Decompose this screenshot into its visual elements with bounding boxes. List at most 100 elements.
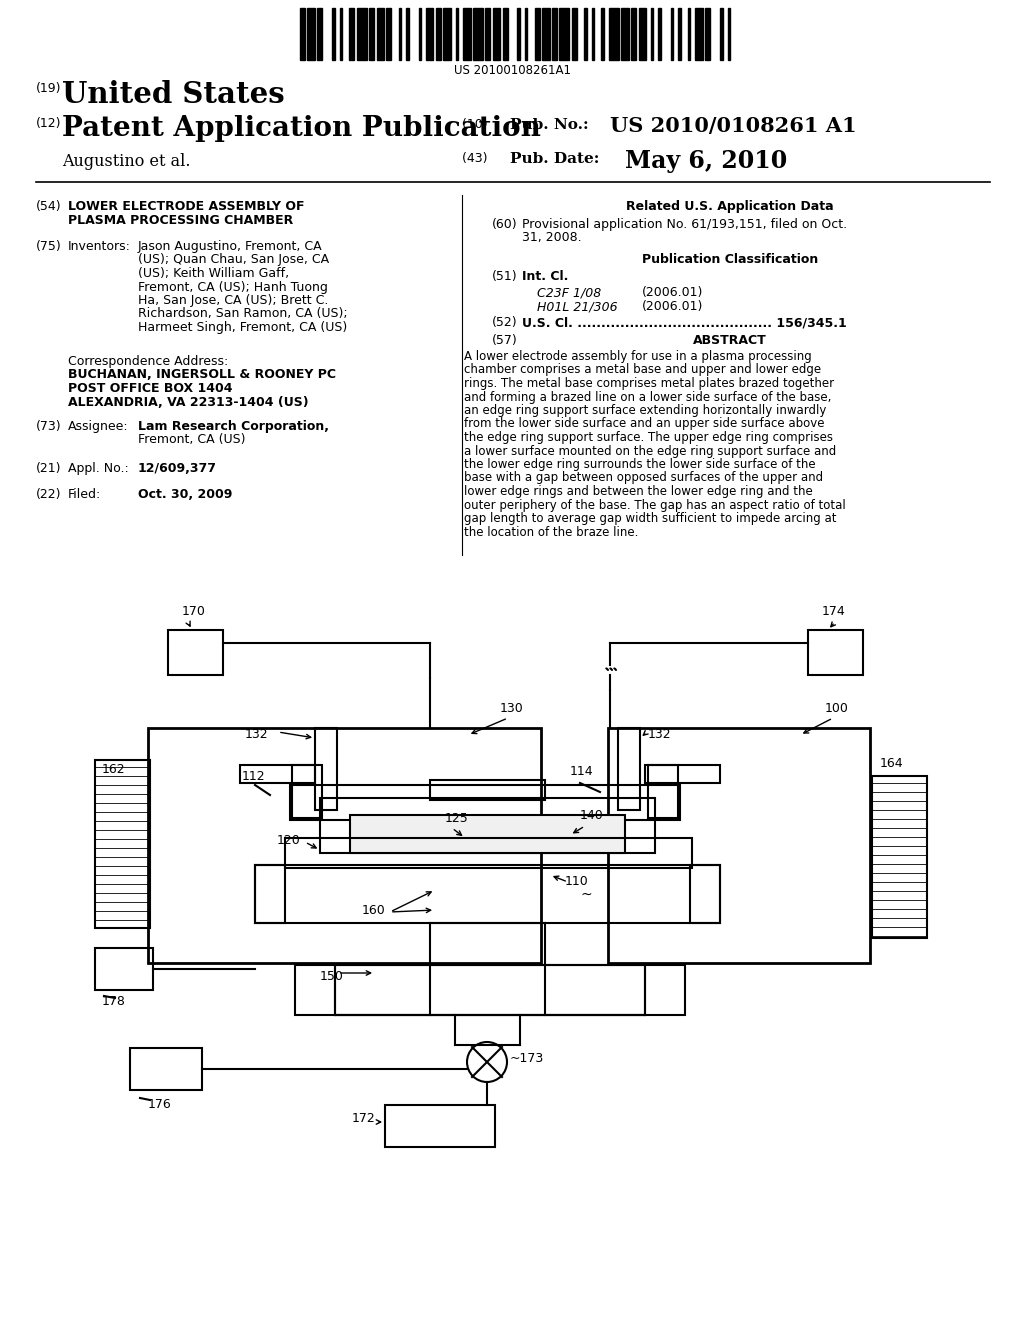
Bar	[130, 1048, 202, 1090]
Bar	[493, 8, 500, 59]
Bar	[436, 8, 441, 59]
Bar	[335, 965, 645, 1015]
Text: Augustino et al.: Augustino et al.	[62, 153, 190, 170]
Bar	[608, 729, 870, 964]
Text: Fremont, CA (US): Fremont, CA (US)	[138, 433, 246, 446]
Bar	[443, 8, 451, 59]
Bar	[292, 766, 322, 818]
Bar	[525, 8, 527, 59]
Bar	[808, 630, 863, 675]
Bar	[419, 8, 421, 59]
Bar	[688, 8, 690, 59]
Bar	[645, 766, 720, 783]
Text: 125: 125	[445, 812, 469, 825]
Bar	[426, 8, 433, 59]
Text: 12/609,377: 12/609,377	[138, 462, 217, 475]
Bar	[349, 8, 354, 59]
Text: 164: 164	[880, 756, 903, 770]
Bar	[95, 760, 150, 928]
Bar	[542, 8, 550, 59]
Text: (19): (19)	[36, 82, 61, 95]
Bar	[356, 8, 367, 59]
Text: Provisional application No. 61/193,151, filed on Oct.: Provisional application No. 61/193,151, …	[522, 218, 847, 231]
Bar	[690, 865, 720, 923]
Text: (54): (54)	[36, 201, 61, 213]
Bar	[648, 766, 678, 818]
Bar	[503, 8, 508, 59]
Bar	[168, 630, 223, 675]
Bar	[456, 8, 458, 59]
Text: 176: 176	[148, 1098, 172, 1111]
Bar	[618, 729, 640, 810]
Bar	[559, 8, 569, 59]
Text: (52): (52)	[492, 315, 517, 329]
Text: U.S. Cl. ......................................... 156/345.1: U.S. Cl. ...............................…	[522, 315, 847, 329]
Text: (2006.01): (2006.01)	[642, 300, 703, 313]
Text: 120: 120	[276, 833, 300, 846]
Bar	[463, 8, 470, 59]
Text: ~: ~	[580, 888, 592, 902]
Text: US 2010/0108261 A1: US 2010/0108261 A1	[610, 116, 857, 136]
Text: (12): (12)	[36, 117, 61, 129]
Text: Appl. No.:: Appl. No.:	[68, 462, 129, 475]
Bar	[295, 965, 685, 1015]
Text: US 20100108261A1: US 20100108261A1	[454, 63, 570, 77]
Text: 112: 112	[242, 770, 265, 783]
Text: 140: 140	[580, 809, 604, 822]
Bar	[332, 8, 335, 59]
Text: Pub. Date:: Pub. Date:	[510, 152, 599, 166]
Text: 162: 162	[102, 763, 126, 776]
Bar	[517, 8, 520, 59]
Text: an edge ring support surface extending horizontally inwardly: an edge ring support surface extending h…	[464, 404, 826, 417]
Bar	[678, 8, 681, 59]
Text: (51): (51)	[492, 271, 517, 282]
Bar	[300, 8, 305, 59]
Text: the edge ring support surface. The upper edge ring comprises: the edge ring support surface. The upper…	[464, 432, 833, 444]
Text: Jason Augustino, Fremont, CA: Jason Augustino, Fremont, CA	[138, 240, 323, 253]
Text: chamber comprises a metal base and upper and lower edge: chamber comprises a metal base and upper…	[464, 363, 821, 376]
Text: 150: 150	[319, 970, 344, 983]
Text: a lower surface mounted on the edge ring support surface and: a lower surface mounted on the edge ring…	[464, 445, 837, 458]
Bar	[671, 8, 673, 59]
Text: (57): (57)	[492, 334, 518, 347]
Bar	[535, 8, 540, 59]
Text: (21): (21)	[36, 462, 61, 475]
Text: 114: 114	[570, 766, 594, 777]
Bar	[340, 8, 342, 59]
Text: POST OFFICE BOX 1404: POST OFFICE BOX 1404	[68, 381, 232, 395]
Bar	[727, 8, 730, 59]
Text: lower edge rings and between the lower edge ring and the: lower edge rings and between the lower e…	[464, 484, 813, 498]
Text: base with a gap between opposed surfaces of the upper and: base with a gap between opposed surfaces…	[464, 471, 823, 484]
Text: 132: 132	[245, 729, 268, 741]
Text: 174: 174	[822, 605, 846, 618]
Text: Patent Application Publication: Patent Application Publication	[62, 115, 541, 143]
Bar	[473, 8, 483, 59]
Bar	[255, 865, 720, 923]
Bar	[639, 8, 646, 59]
Text: rings. The metal base comprises metal plates brazed together: rings. The metal base comprises metal pl…	[464, 378, 835, 389]
Bar	[285, 838, 692, 869]
Text: 110: 110	[565, 875, 589, 888]
Text: Harmeet Singh, Fremont, CA (US): Harmeet Singh, Fremont, CA (US)	[138, 321, 347, 334]
Bar	[695, 8, 702, 59]
Text: ABSTRACT: ABSTRACT	[693, 334, 767, 347]
Bar	[430, 780, 545, 800]
Text: (43): (43)	[462, 152, 496, 165]
Text: Lam Research Corporation,: Lam Research Corporation,	[138, 420, 329, 433]
Text: 130: 130	[500, 702, 523, 715]
Text: the location of the braze line.: the location of the braze line.	[464, 525, 638, 539]
Text: (60): (60)	[492, 218, 517, 231]
Bar	[872, 776, 927, 939]
Text: C23F 1/08: C23F 1/08	[537, 286, 601, 300]
Bar	[290, 785, 680, 820]
Text: outer periphery of the base. The gap has an aspect ratio of total: outer periphery of the base. The gap has…	[464, 499, 846, 511]
Text: Assignee:: Assignee:	[68, 420, 129, 433]
Circle shape	[467, 1041, 507, 1082]
Bar	[592, 8, 594, 59]
Bar	[609, 8, 618, 59]
Bar	[485, 8, 490, 59]
Text: Ha, San Jose, CA (US); Brett C.: Ha, San Jose, CA (US); Brett C.	[138, 294, 329, 308]
Bar	[658, 8, 660, 59]
Text: May 6, 2010: May 6, 2010	[625, 149, 787, 173]
Bar	[552, 8, 557, 59]
